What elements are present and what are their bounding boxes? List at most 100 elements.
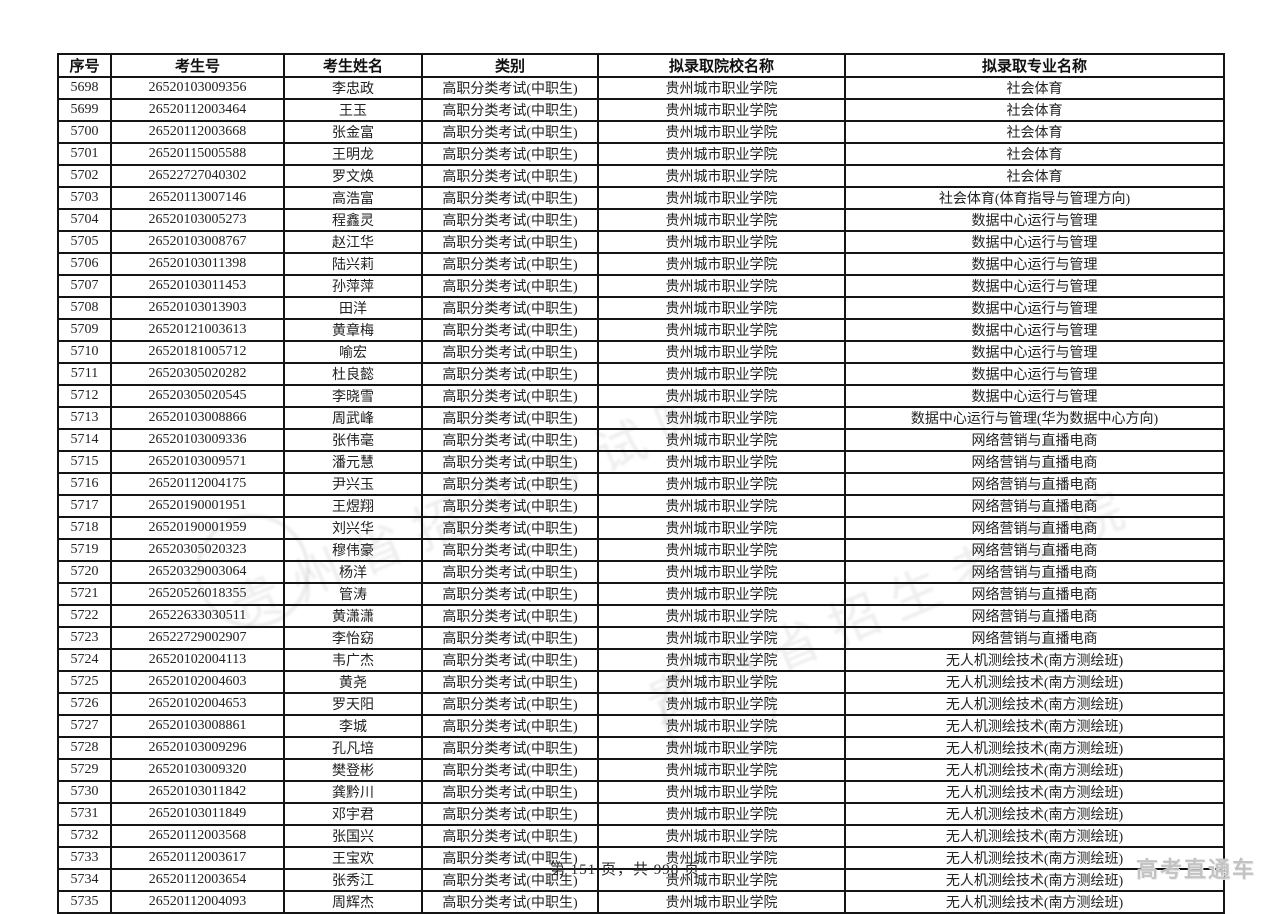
cell-institution: 贵州城市职业学院: [597, 758, 846, 782]
table-row: 5733 26520112003617 王宝欢 高职分类考试(中职生) 贵州城市…: [57, 846, 1225, 870]
cell-serial: 5710: [57, 340, 112, 364]
cell-candidate-name: 龚黔川: [283, 780, 423, 804]
table-row: 5731 26520103011849 邓宇君 高职分类考试(中职生) 贵州城市…: [57, 802, 1225, 826]
cell-serial: 5723: [57, 626, 112, 650]
table-row: 5722 26522633030511 黄潇潇 高职分类考试(中职生) 贵州城市…: [57, 604, 1225, 628]
cell-serial: 5711: [57, 362, 112, 386]
cell-candidate-number: 26520112003654: [110, 868, 285, 892]
cell-institution: 贵州城市职业学院: [597, 230, 846, 254]
column-header-candidate-number: 考生号: [110, 53, 285, 78]
cell-category: 高职分类考试(中职生): [421, 142, 599, 166]
cell-candidate-name: 尹兴玉: [283, 472, 423, 496]
cell-serial: 5709: [57, 318, 112, 342]
cell-candidate-name: 程鑫灵: [283, 208, 423, 232]
table-row: 5710 26520181005712 喻宏 高职分类考试(中职生) 贵州城市职…: [57, 340, 1225, 364]
column-header-major: 拟录取专业名称: [844, 53, 1225, 78]
cell-category: 高职分类考试(中职生): [421, 714, 599, 738]
cell-major: 无人机测绘技术(南方测绘班): [844, 670, 1225, 694]
cell-serial: 5716: [57, 472, 112, 496]
table-row: 5703 26520113007146 高浩富 高职分类考试(中职生) 贵州城市…: [57, 186, 1225, 210]
cell-major: 无人机测绘技术(南方测绘班): [844, 802, 1225, 826]
cell-institution: 贵州城市职业学院: [597, 846, 846, 870]
cell-institution: 贵州城市职业学院: [597, 76, 846, 100]
cell-candidate-number: 26520305020323: [110, 538, 285, 562]
cell-candidate-name: 张秀江: [283, 868, 423, 892]
table-row: 5720 26520329003064 杨洋 高职分类考试(中职生) 贵州城市职…: [57, 560, 1225, 584]
cell-candidate-number: 26520103011453: [110, 274, 285, 298]
cell-category: 高职分类考试(中职生): [421, 802, 599, 826]
cell-serial: 5704: [57, 208, 112, 232]
cell-major: 无人机测绘技术(南方测绘班): [844, 736, 1225, 760]
cell-institution: 贵州城市职业学院: [597, 142, 846, 166]
cell-category: 高职分类考试(中职生): [421, 626, 599, 650]
cell-major: 网络营销与直播电商: [844, 560, 1225, 584]
cell-candidate-number: 26520526018355: [110, 582, 285, 606]
cell-major: 数据中心运行与管理: [844, 384, 1225, 408]
cell-serial: 5726: [57, 692, 112, 716]
brand-logo: 高考直通车: [1135, 857, 1256, 882]
cell-serial: 5706: [57, 252, 112, 276]
cell-candidate-name: 张金富: [283, 120, 423, 144]
cell-candidate-name: 王煜翔: [283, 494, 423, 518]
cell-institution: 贵州城市职业学院: [597, 494, 846, 518]
cell-candidate-name: 喻宏: [283, 340, 423, 364]
cell-candidate-name: 王明龙: [283, 142, 423, 166]
cell-candidate-number: 26520329003064: [110, 560, 285, 584]
cell-major: 网络营销与直播电商: [844, 626, 1225, 650]
cell-category: 高职分类考试(中职生): [421, 604, 599, 628]
table-row: 5724 26520102004113 韦广杰 高职分类考试(中职生) 贵州城市…: [57, 648, 1225, 672]
table-row: 5732 26520112003568 张国兴 高职分类考试(中职生) 贵州城市…: [57, 824, 1225, 848]
cell-major: 网络营销与直播电商: [844, 516, 1225, 540]
table-row: 5727 26520103008861 李城 高职分类考试(中职生) 贵州城市职…: [57, 714, 1225, 738]
cell-institution: 贵州城市职业学院: [597, 626, 846, 650]
cell-serial: 5718: [57, 516, 112, 540]
cell-category: 高职分类考试(中职生): [421, 340, 599, 364]
cell-category: 高职分类考试(中职生): [421, 208, 599, 232]
cell-institution: 贵州城市职业学院: [597, 208, 846, 232]
cell-candidate-number: 26520112003668: [110, 120, 285, 144]
cell-major: 网络营销与直播电商: [844, 538, 1225, 562]
cell-category: 高职分类考试(中职生): [421, 230, 599, 254]
cell-serial: 5703: [57, 186, 112, 210]
cell-serial: 5717: [57, 494, 112, 518]
cell-category: 高职分类考试(中职生): [421, 362, 599, 386]
cell-candidate-name: 杜良懿: [283, 362, 423, 386]
cell-candidate-number: 26520103008861: [110, 714, 285, 738]
cell-candidate-number: 26520305020545: [110, 384, 285, 408]
cell-serial: 5719: [57, 538, 112, 562]
cell-category: 高职分类考试(中职生): [421, 758, 599, 782]
cell-major: 网络营销与直播电商: [844, 604, 1225, 628]
cell-institution: 贵州城市职业学院: [597, 318, 846, 342]
table-row: 5698 26520103009356 李忠政 高职分类考试(中职生) 贵州城市…: [57, 76, 1225, 100]
cell-major: 社会体育: [844, 120, 1225, 144]
cell-major: 数据中心运行与管理(华为数据中心方向): [844, 406, 1225, 430]
table-row: 5726 26520102004653 罗天阳 高职分类考试(中职生) 贵州城市…: [57, 692, 1225, 716]
cell-candidate-number: 26520103011842: [110, 780, 285, 804]
cell-serial: 5700: [57, 120, 112, 144]
cell-institution: 贵州城市职业学院: [597, 670, 846, 694]
cell-serial: 5699: [57, 98, 112, 122]
cell-candidate-number: 26520112004175: [110, 472, 285, 496]
cell-serial: 5728: [57, 736, 112, 760]
cell-institution: 贵州城市职业学院: [597, 736, 846, 760]
cell-institution: 贵州城市职业学院: [597, 186, 846, 210]
table-row: 5712 26520305020545 李晓雪 高职分类考试(中职生) 贵州城市…: [57, 384, 1225, 408]
cell-major: 无人机测绘技术(南方测绘班): [844, 648, 1225, 672]
table-body: 5698 26520103009356 李忠政 高职分类考试(中职生) 贵州城市…: [57, 76, 1225, 914]
cell-major: 无人机测绘技术(南方测绘班): [844, 868, 1225, 892]
table-row: 5728 26520103009296 孔凡培 高职分类考试(中职生) 贵州城市…: [57, 736, 1225, 760]
cell-candidate-name: 管涛: [283, 582, 423, 606]
column-header-category: 类别: [421, 53, 599, 78]
cell-candidate-number: 26520121003613: [110, 318, 285, 342]
cell-institution: 贵州城市职业学院: [597, 582, 846, 606]
cell-major: 网络营销与直播电商: [844, 450, 1225, 474]
cell-institution: 贵州城市职业学院: [597, 450, 846, 474]
cell-candidate-number: 26520112003568: [110, 824, 285, 848]
cell-candidate-number: 26520103011398: [110, 252, 285, 276]
cell-serial: 5708: [57, 296, 112, 320]
cell-candidate-name: 张国兴: [283, 824, 423, 848]
cell-institution: 贵州城市职业学院: [597, 384, 846, 408]
table-row: 5701 26520115005588 王明龙 高职分类考试(中职生) 贵州城市…: [57, 142, 1225, 166]
column-header-serial: 序号: [57, 53, 112, 78]
cell-candidate-number: 26520103009571: [110, 450, 285, 474]
